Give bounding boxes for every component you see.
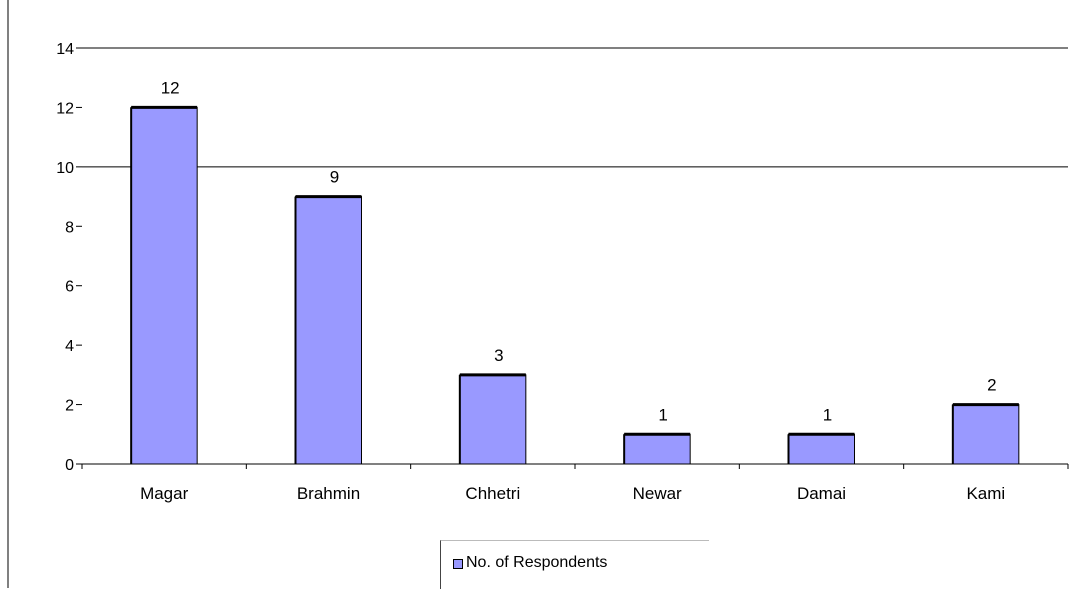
y-tick-label: 14 xyxy=(56,41,74,58)
y-tick-label: 4 xyxy=(65,338,74,355)
data-label: 1 xyxy=(658,405,667,424)
bars xyxy=(130,105,1020,465)
y-tick-label: 10 xyxy=(56,160,74,177)
data-labels: 12 Magar 9 Brahmin 3 Chhetri 1 Newar 1 Damai 2 Kami xyxy=(140,78,1005,503)
x-tick-label: Brahmin xyxy=(297,484,360,503)
y-tick-label: 12 xyxy=(56,100,74,117)
x-tick-label: Kami xyxy=(966,484,1005,503)
bar xyxy=(952,404,1020,465)
legend-label: No. of Respondents xyxy=(466,554,608,571)
bar xyxy=(295,196,362,465)
bar xyxy=(130,106,198,465)
data-label: 1 xyxy=(823,405,832,424)
bar xyxy=(788,433,855,465)
gridlines xyxy=(82,47,1068,168)
x-tick-label: Damai xyxy=(797,484,846,503)
bar xyxy=(623,433,691,465)
data-label: 3 xyxy=(494,346,503,365)
x-tick-label: Newar xyxy=(633,484,682,503)
data-label: 2 xyxy=(987,376,996,395)
legend-swatch xyxy=(453,559,463,569)
y-tick-label: 2 xyxy=(65,398,74,415)
x-tick-label: Chhetri xyxy=(465,484,520,503)
bar xyxy=(459,374,527,465)
data-label: 9 xyxy=(330,168,339,187)
y-tick-label: 8 xyxy=(65,219,74,236)
x-tick-label: Magar xyxy=(140,484,189,503)
data-label: 12 xyxy=(161,78,180,97)
y-tick-label: 0 xyxy=(65,457,74,474)
legend: No. of Respondents xyxy=(440,540,709,589)
y-tick-label: 6 xyxy=(65,279,74,296)
